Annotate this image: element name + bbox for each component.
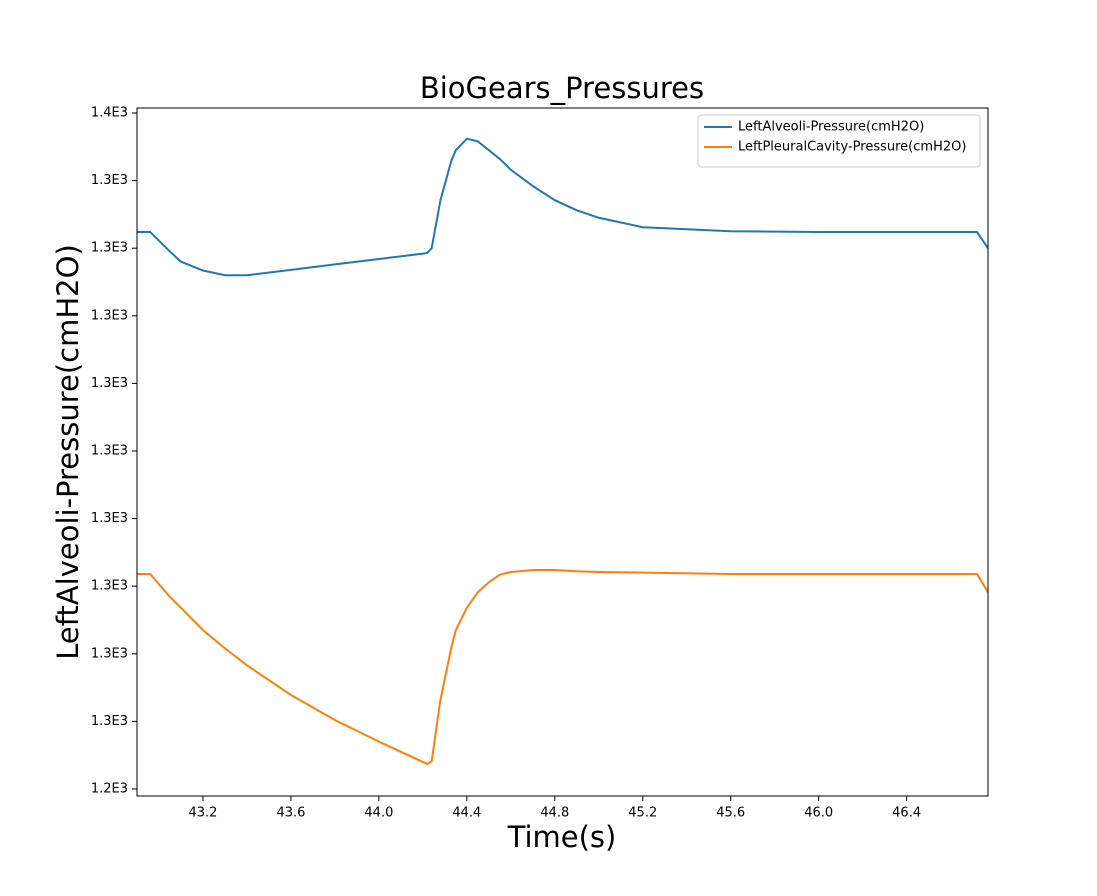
y-tick-label: 1.3E3 bbox=[91, 376, 128, 391]
y-tick-label: 1.3E3 bbox=[91, 646, 128, 661]
chart-title: BioGears_Pressures bbox=[420, 71, 704, 105]
x-tick-label: 43.2 bbox=[188, 806, 217, 821]
x-axis-label: Time(s) bbox=[507, 820, 617, 854]
y-tick-label: 1.3E3 bbox=[91, 241, 128, 256]
y-tick-label: 1.2E3 bbox=[91, 781, 128, 796]
legend-label: LeftAlveoli-Pressure(cmH2O) bbox=[738, 120, 924, 135]
y-tick-label: 1.3E3 bbox=[91, 579, 128, 594]
y-tick-label: 1.3E3 bbox=[91, 443, 128, 458]
y-tick-label: 1.3E3 bbox=[91, 308, 128, 323]
x-tick-label: 44.0 bbox=[364, 806, 393, 821]
legend-box bbox=[697, 114, 981, 168]
legend-label: LeftPleuralCavity-Pressure(cmH2O) bbox=[738, 140, 966, 155]
x-tick-label: 45.2 bbox=[628, 806, 657, 821]
x-tick-label: 45.6 bbox=[716, 806, 745, 821]
plot-frame bbox=[136, 107, 989, 797]
x-tick-label: 46.0 bbox=[804, 806, 833, 821]
x-tick-label: 44.4 bbox=[452, 806, 481, 821]
data-line bbox=[137, 137, 988, 277]
y-tick-label: 1.3E3 bbox=[91, 173, 128, 188]
y-tick-label: 1.3E3 bbox=[91, 511, 128, 526]
x-tick-label: 43.6 bbox=[276, 806, 305, 821]
data-line bbox=[137, 568, 988, 766]
y-tick-label: 1.4E3 bbox=[91, 106, 128, 121]
y-axis-label: LeftAlveoli-Pressure(cmH2O) bbox=[51, 244, 85, 660]
y-tick-label: 1.3E3 bbox=[91, 714, 128, 729]
plot-area bbox=[137, 137, 988, 766]
x-tick-label: 44.8 bbox=[540, 806, 569, 821]
x-tick-label: 46.4 bbox=[892, 806, 921, 821]
